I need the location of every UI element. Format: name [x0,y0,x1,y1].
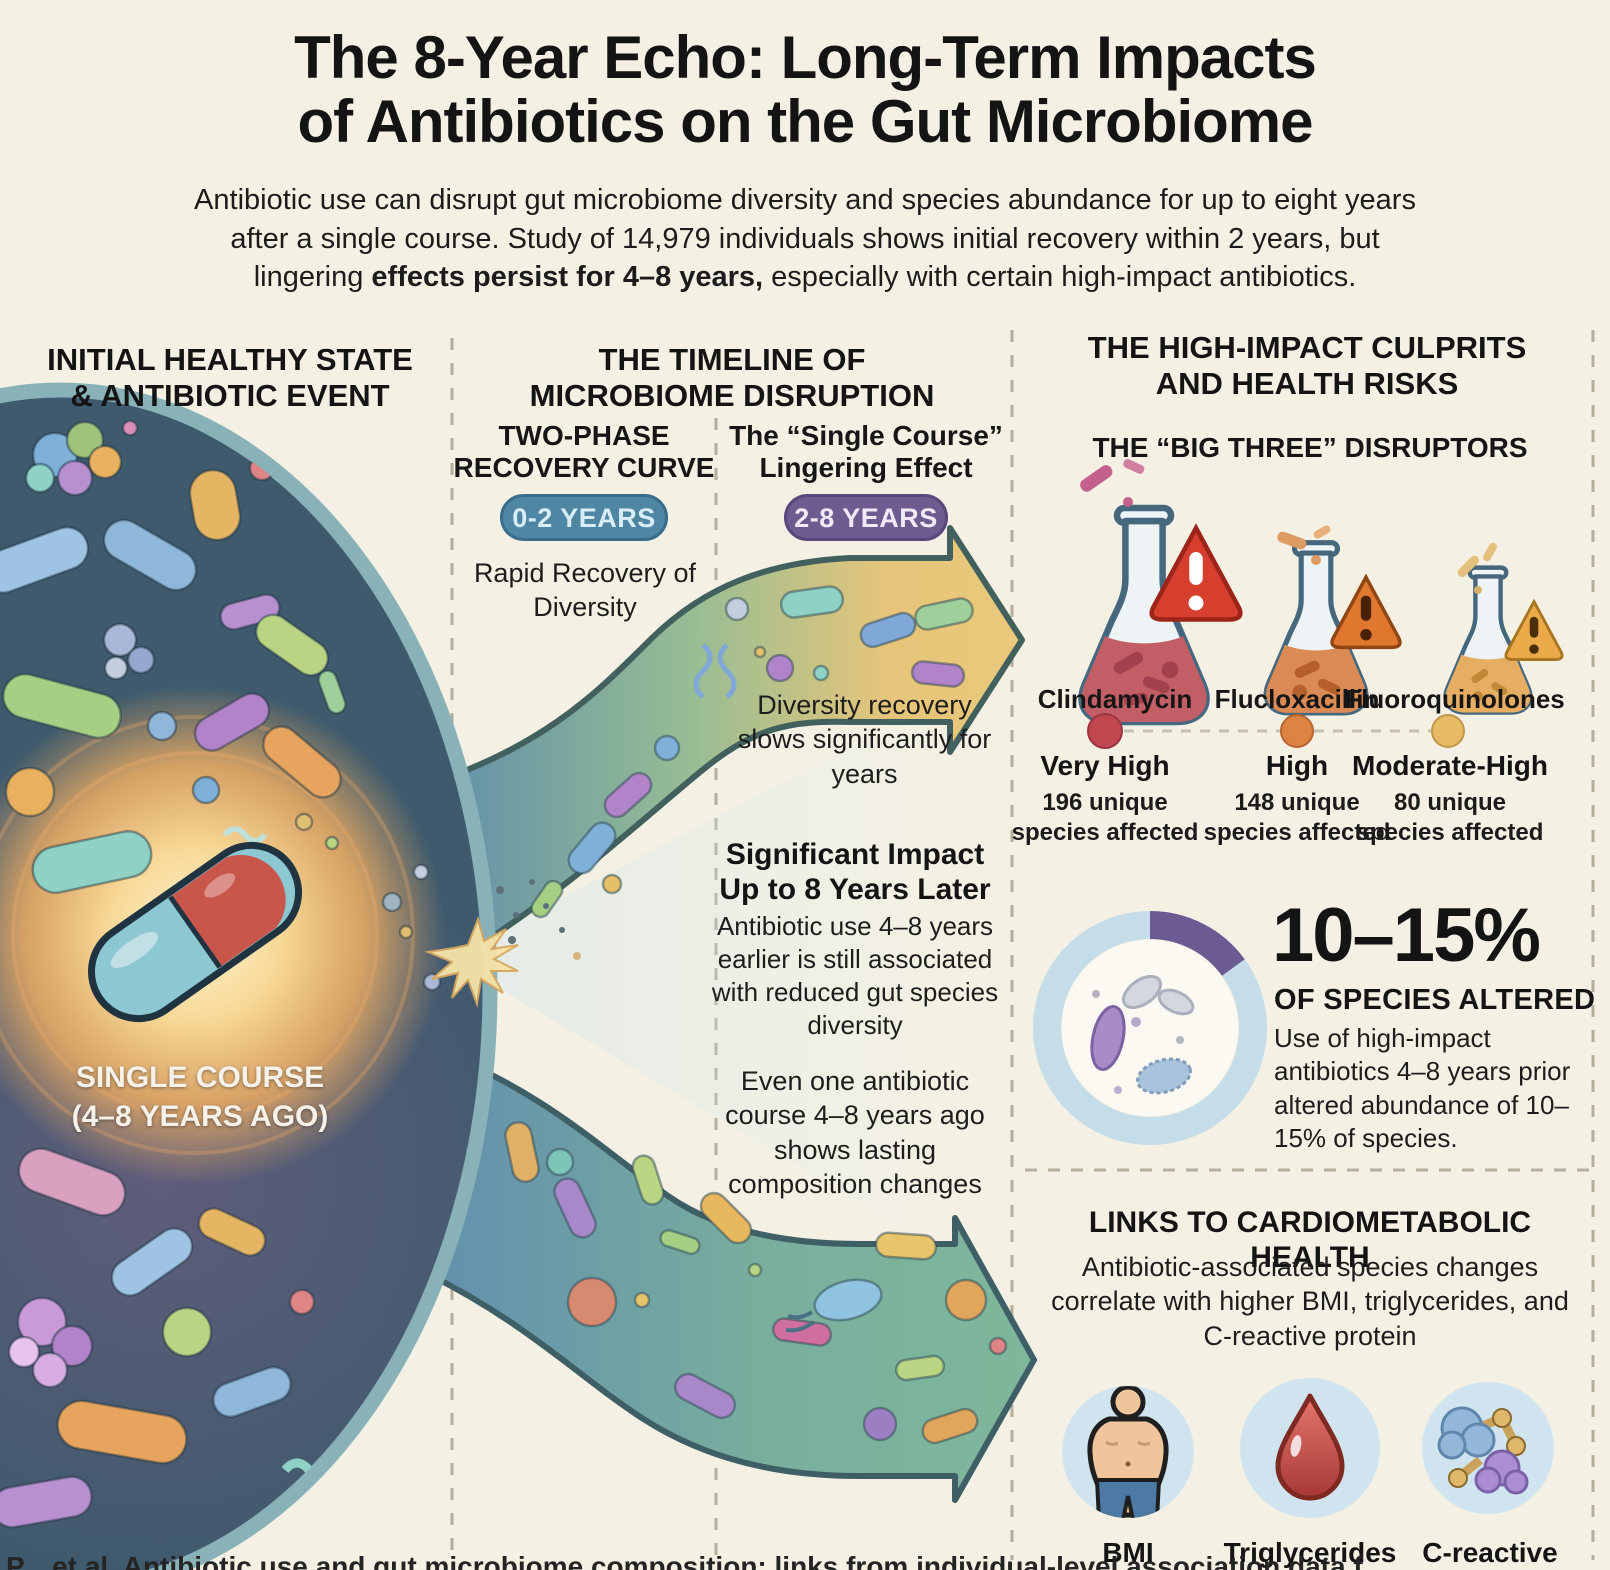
col3-header-line1: THE HIGH-IMPACT CULPRITS [1087,330,1527,365]
phase1-years-badge: 0-2 YEARS [500,494,668,541]
column-header-initial-state: INITIAL HEALTHY STATE & ANTIBIOTIC EVENT [10,342,450,414]
triglycerides-icon [1240,1378,1380,1518]
species-count-1: 196 unique [1042,789,1168,816]
bmi-icon [1062,1386,1194,1518]
impact-level-dots [1087,713,1465,749]
big-three-title: THE “BIG THREE” DISRUPTORS [1092,432,1528,463]
impact-title-line1: Significant Impact [725,838,985,871]
phase2-years-badge: 2-8 YEARS [784,494,948,541]
flask-fluoroquinolones-icon [1443,565,1533,715]
impact-body: Antibiotic use 4–8 years earlier is stil… [711,911,999,1041]
species-label-2: species affected [1203,819,1391,846]
recovery-arrow-upper [415,525,1025,965]
flask-flucloxacillin-icon [1263,540,1369,716]
species-altered-body: Use of high-impact antibiotics 4–8 years… [1274,1023,1571,1153]
column-header-culprits: THE HIGH-IMPACT CULPRITS AND HEALTH RISK… [1032,330,1582,402]
col2-header-line1: THE TIMELINE OF [598,342,866,377]
subtitle-text-end: especially with certain high-impact anti… [763,261,1357,294]
disruptor-name-fluoroquinolones: Fluoroquinolones [1345,684,1565,714]
col2-header-line2: MICROBIOME DISRUPTION [529,377,935,413]
cardio-body: Antibiotic-associated species changes co… [1051,1252,1569,1351]
phase1-title-line2: RECOVERY CURVE [453,452,715,484]
impact-level-high: High [1265,750,1329,781]
single-course-line1: SINGLE COURSE [75,1061,325,1094]
phase2-title-line2: Lingering Effect [759,452,973,484]
impact-note: Even one antibiotic course 4–8 years ago… [725,1066,985,1199]
page-title-line2: of Antibiotics on the Gut Microbiome [297,87,1313,155]
impact-level-moderate-high: Moderate-High [1352,750,1548,781]
impact-title: Significant Impact Up to 8 Years Later [705,838,1005,908]
species-label-3: species affected [1356,819,1544,846]
phase2-title-line1: The “Single Course” [729,420,1003,451]
warning-icon-very-high [1149,523,1243,622]
impact-level-very-high: Very High [1040,750,1170,781]
species-altered-label: OF SPECIES ALTERED [1274,984,1596,1016]
single-course-line2: (4–8 YEARS AGO) [71,1100,329,1133]
subtitle-bold-text: effects persist for 4–8 years, [371,261,764,294]
species-affected-fluoroquinolones: 80 unique species affected [1350,788,1550,848]
dna-strand-icon [693,643,737,699]
microbe-shapes [0,419,442,1529]
gut-microbiome-illustration [0,382,581,1570]
phase1-caption: Rapid Recovery of Diversity [473,558,697,623]
col3-header-line2: AND HEALTH RISKS [1155,365,1459,401]
species-label-1: species affected [1011,819,1199,846]
warning-icon-high [1330,573,1402,650]
flask-clindamycin-icon [1078,504,1210,726]
page-subtitle: Antibiotic use can disrupt gut microbiom… [175,181,1435,297]
col1-header-line1: INITIAL HEALTHY STATE [47,342,413,377]
page-title: The 8-Year Echo: Long-Term Impacts of An… [0,26,1610,153]
footer-citation: P... et al. Antibiotic use and gut micro… [6,1551,1387,1570]
species-affected-clindamycin: 196 unique species affected [1005,788,1205,848]
recovery-arrow-lower [427,1045,1037,1503]
col1-header-line2: & ANTIBIOTIC EVENT [70,377,390,413]
cardio-label-crp: C-reactive Protein [1422,1537,1558,1568]
warning-icon-moderate [1504,598,1564,661]
species-altered-donut [1033,911,1267,1145]
phase1-title: TWO-PHASE RECOVERY CURVE [452,420,716,485]
species-altered-stat: 10–15% [1272,893,1541,978]
impact-title-line2: Up to 8 Years Later [719,872,991,906]
phase2-caption: Diversity recovery slows significantly f… [737,690,992,789]
species-count-3: 80 unique [1393,789,1507,816]
escaping-microbes [1080,459,1497,594]
phase1-title-line1: TWO-PHASE [498,420,670,451]
column-header-timeline: THE TIMELINE OF MICROBIOME DISRUPTION [512,342,952,414]
c-reactive-protein-icon [1422,1382,1554,1514]
disruptor-name-flucloxacillin: Flucloxacillin [1214,684,1380,714]
pill-capsule-icon [87,841,303,1023]
subtitle-text: Antibiotic use can disrupt gut microbiom… [194,184,1416,294]
page-title-line1: The 8-Year Echo: Long-Term Impacts [294,24,1317,91]
cardio-label-triglycerides: Triglycerides [1223,1537,1397,1568]
cardio-header: LINKS TO CARDIOMETABOLIC HEALTH [1088,1206,1532,1274]
species-count-2: 148 unique [1234,789,1360,816]
species-affected-flucloxacillin: 148 unique species affected [1197,788,1397,848]
cardio-label-bmi: BMI [1102,1537,1154,1568]
impact-starburst-icon [424,879,581,1008]
phase2-title: The “Single Course” Lingering Effect [726,420,1006,485]
split-wedge [448,695,948,1255]
single-course-label: SINGLE COURSE (4–8 YEARS AGO) [50,1058,350,1136]
disruptor-name-clindamycin: Clindamycin [1037,684,1193,714]
